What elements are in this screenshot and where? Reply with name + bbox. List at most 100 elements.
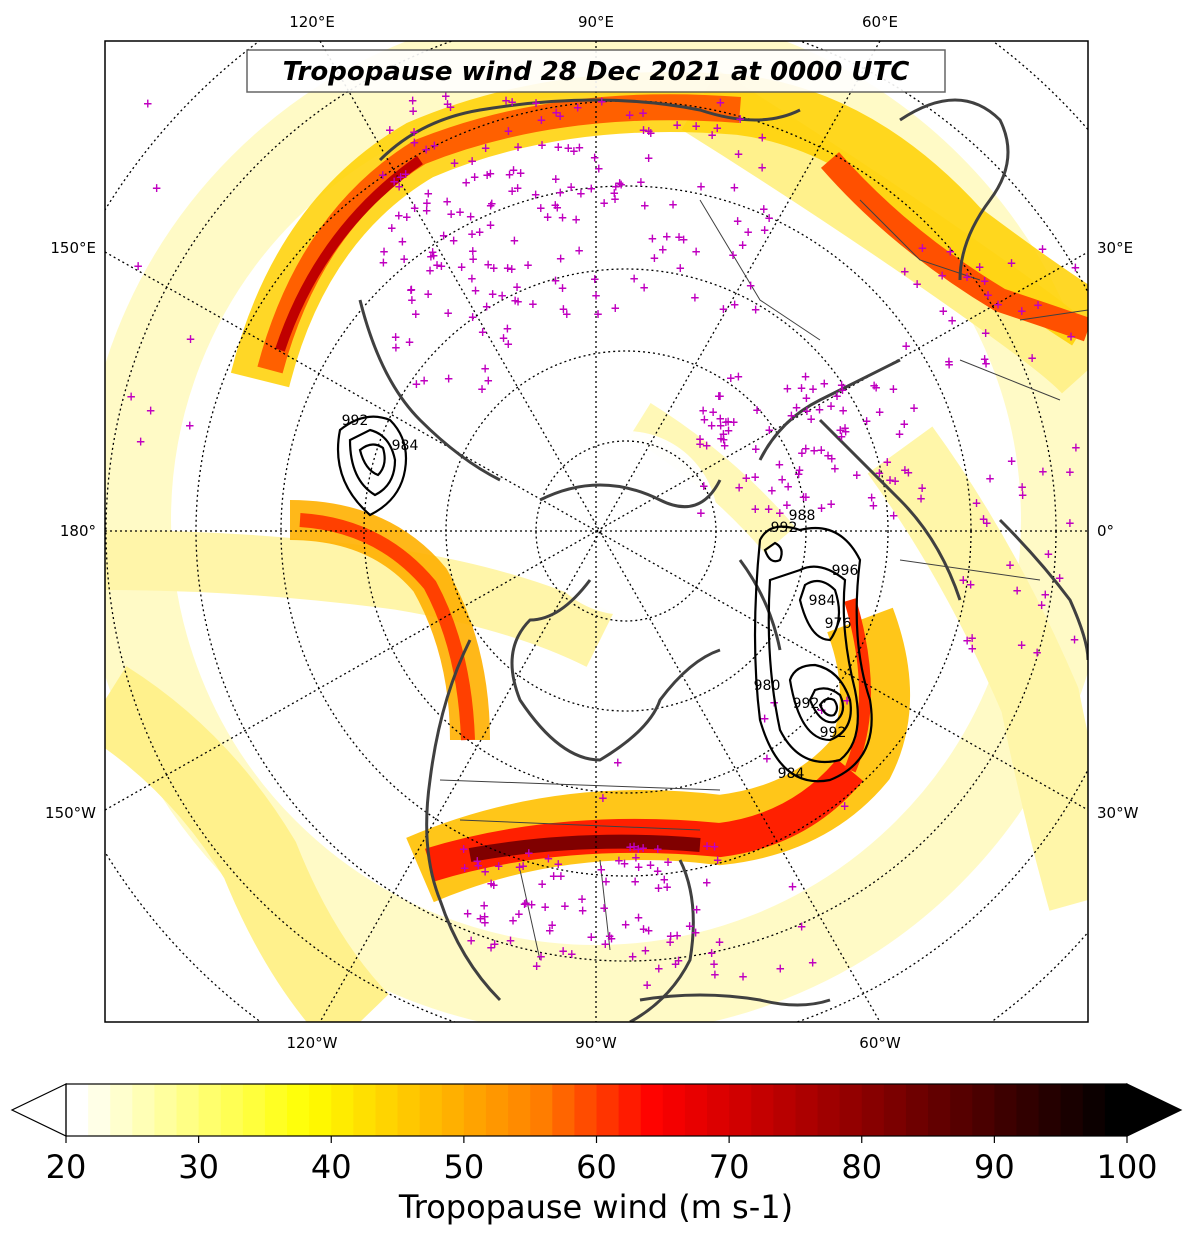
- station-marker: +: [673, 954, 683, 968]
- station-marker: +: [875, 405, 885, 419]
- station-marker: +: [775, 506, 785, 520]
- station-marker: +: [967, 642, 977, 656]
- station-marker: +: [735, 112, 745, 126]
- station-marker: +: [631, 850, 641, 864]
- station-marker: +: [613, 756, 623, 770]
- station-marker: +: [576, 187, 586, 201]
- station-marker: +: [560, 899, 570, 913]
- colorbar-cell: [176, 1084, 200, 1136]
- station-marker: +: [401, 167, 411, 181]
- station-marker: +: [553, 857, 563, 871]
- station-marker: +: [794, 463, 804, 477]
- station-marker: +: [692, 903, 702, 917]
- colorbar-cell: [640, 1084, 664, 1136]
- station-marker: +: [712, 121, 722, 135]
- station-marker: +: [594, 162, 604, 176]
- station-marker: +: [716, 432, 726, 446]
- colorbar-cell: [66, 1084, 89, 1136]
- station-marker: +: [837, 378, 847, 392]
- station-marker: +: [835, 423, 845, 437]
- station-marker: +: [404, 335, 414, 349]
- station-marker: +: [640, 944, 650, 958]
- station-marker: +: [630, 875, 640, 889]
- station-marker: +: [477, 382, 487, 396]
- station-marker: +: [467, 272, 477, 286]
- station-marker: +: [621, 918, 631, 932]
- station-marker: +: [497, 289, 507, 303]
- station-marker: +: [823, 448, 833, 462]
- station-marker: +: [409, 135, 419, 149]
- colorbar-tick-label: 40: [311, 1148, 352, 1186]
- station-marker: +: [1043, 547, 1053, 561]
- station-marker: +: [710, 968, 720, 982]
- station-marker: +: [459, 842, 469, 856]
- lon-label-right-0: 30°E: [1097, 239, 1133, 257]
- station-marker: +: [396, 170, 406, 184]
- station-marker: +: [723, 415, 733, 429]
- station-marker: +: [558, 944, 568, 958]
- station-marker: +: [702, 839, 712, 853]
- title-box: Tropopause wind 28 Dec 2021 at 0000 UTC: [246, 49, 946, 93]
- station-marker: +: [868, 498, 878, 512]
- station-marker: +: [527, 898, 537, 912]
- station-marker: +: [532, 959, 542, 973]
- station-marker: +: [513, 140, 523, 154]
- station-marker: +: [397, 234, 407, 248]
- station-marker: +: [672, 929, 682, 943]
- station-marker: +: [524, 846, 534, 860]
- station-marker: +: [947, 313, 957, 327]
- station-marker: +: [967, 631, 977, 645]
- station-marker: +: [577, 892, 587, 906]
- station-marker: +: [389, 175, 399, 189]
- station-marker: +: [519, 897, 529, 911]
- station-marker: +: [1055, 571, 1065, 585]
- station-marker: +: [479, 898, 489, 912]
- lon-label-left-1: 180°: [60, 522, 96, 540]
- station-marker: +: [625, 840, 635, 854]
- station-marker: +: [733, 214, 743, 228]
- colorbar-cell: [397, 1084, 421, 1136]
- station-marker: +: [597, 94, 607, 108]
- map-panel: + + + + + + + + + + + + + + + + + + + + + + + + + + + + + + + + + + + + + + + +…: [105, 41, 1088, 1022]
- station-marker: +: [566, 180, 576, 194]
- station-marker: +: [411, 377, 421, 391]
- lon-label-left-0: 150°E: [50, 239, 96, 257]
- station-marker: +: [501, 94, 511, 108]
- station-marker: +: [767, 483, 777, 497]
- station-marker: +: [556, 869, 566, 883]
- station-marker: +: [714, 935, 724, 949]
- station-marker: +: [653, 864, 663, 878]
- colorbar-cell: [751, 1084, 774, 1136]
- station-marker: +: [666, 929, 676, 943]
- station-marker: +: [443, 306, 453, 320]
- station-marker: +: [468, 252, 478, 266]
- station-marker: +: [429, 248, 439, 262]
- station-marker: +: [743, 225, 753, 239]
- station-marker: +: [841, 425, 851, 439]
- station-marker: +: [629, 272, 639, 286]
- station-marker: +: [1032, 646, 1042, 660]
- lon-label-left-2: 150°W: [45, 804, 96, 822]
- station-marker: +: [489, 261, 499, 275]
- station-markers: + + + + + + + + + + + + + + + + + + + + + + + + + + + + + + + + + + + + + + + +…: [126, 89, 1081, 992]
- station-marker: +: [840, 421, 850, 435]
- station-marker: +: [402, 210, 412, 224]
- station-marker: +: [504, 168, 514, 182]
- station-marker: +: [408, 104, 418, 118]
- colorbar-cell: [375, 1084, 399, 1136]
- contour-label: 984: [809, 593, 836, 609]
- station-marker: +: [514, 860, 524, 874]
- station-marker: +: [696, 180, 706, 194]
- station-marker: +: [410, 201, 420, 215]
- station-marker: +: [662, 880, 672, 894]
- station-marker: +: [750, 502, 760, 516]
- station-marker: +: [707, 418, 717, 432]
- station-marker: +: [757, 161, 767, 175]
- station-marker: +: [832, 389, 842, 403]
- station-marker: +: [816, 501, 826, 515]
- station-marker: +: [510, 294, 520, 308]
- station-marker: +: [714, 389, 724, 403]
- station-marker: +: [738, 238, 748, 252]
- station-marker: +: [508, 163, 518, 177]
